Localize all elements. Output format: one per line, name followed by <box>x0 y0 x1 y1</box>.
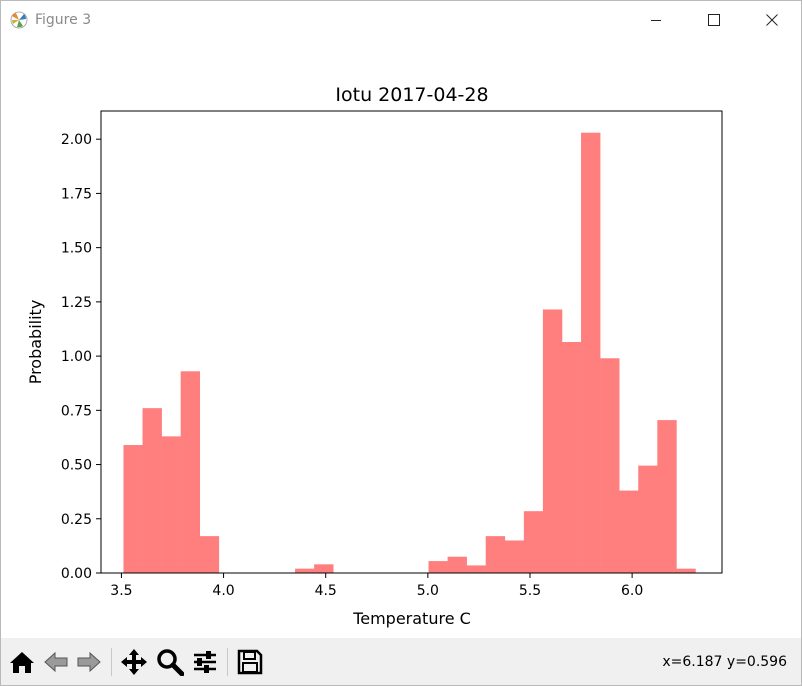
histogram-bar <box>638 465 658 573</box>
chart-title: Iotu 2017-04-28 <box>335 84 488 106</box>
close-button[interactable] <box>743 1 801 39</box>
axes-frame <box>100 110 723 574</box>
histogram-bar <box>199 536 220 573</box>
histogram-bar <box>180 371 201 573</box>
y-tick-label: 1.75 <box>61 186 92 202</box>
x-tick-label: 3.5 <box>110 583 132 599</box>
maximize-icon <box>708 14 720 26</box>
histogram-bar <box>657 420 677 573</box>
y-tick-label: 0.50 <box>61 458 92 474</box>
histogram-bar <box>600 358 620 573</box>
minimize-icon <box>651 20 661 21</box>
histogram-bar <box>504 540 525 573</box>
histogram-bar <box>142 408 162 573</box>
x-axis-label: Temperature C <box>352 609 471 628</box>
histogram-bar <box>581 132 601 574</box>
y-tick-label: 1.50 <box>61 241 92 257</box>
pan-button[interactable] <box>119 647 149 677</box>
histogram-bar <box>428 561 448 573</box>
matplotlib-logo-icon <box>10 11 28 29</box>
configure-subplots-button[interactable] <box>190 647 220 677</box>
histogram-bar <box>447 556 467 573</box>
histogram-bar <box>561 342 582 573</box>
toolbar-separator <box>227 648 228 676</box>
maximize-button[interactable] <box>685 1 743 39</box>
histogram-bar <box>466 565 487 573</box>
histogram-chart: Iotu 2017-04-28 3.5 4.0 4.5 5.0 5.5 6.0 0.00 0… <box>26 84 723 628</box>
histogram-bar <box>123 445 143 573</box>
zoom-button[interactable] <box>155 647 185 677</box>
histogram-bar <box>485 536 506 573</box>
histogram-bar <box>676 568 696 573</box>
x-tick-label: 5.0 <box>417 583 439 599</box>
histogram-bar <box>295 568 315 573</box>
cursor-coordinates: x=6.187 y=0.596 <box>662 654 787 670</box>
back-button[interactable] <box>41 647 71 677</box>
minimize-button[interactable] <box>627 1 685 39</box>
histogram-bar <box>523 511 544 573</box>
forward-button[interactable] <box>74 647 104 677</box>
navigation-toolbar: x=6.187 y=0.596 <box>1 638 801 685</box>
histogram-bar <box>619 490 639 573</box>
forward-icon <box>77 651 101 673</box>
y-tick-label: 0.00 <box>61 566 92 582</box>
home-icon <box>10 652 34 673</box>
close-icon <box>766 14 778 26</box>
x-tick-label: 6.0 <box>621 583 643 599</box>
x-tick-label: 4.0 <box>212 583 234 599</box>
y-axis-label: Probability <box>26 300 45 385</box>
y-tick-label: 2.00 <box>61 132 92 148</box>
window-title: Figure 3 <box>35 12 92 28</box>
configure-subplots-icon <box>194 651 216 673</box>
y-tick-label: 1.00 <box>61 349 92 365</box>
histogram-bar <box>314 564 334 573</box>
back-icon <box>44 651 68 673</box>
x-tick-label: 5.5 <box>519 583 541 599</box>
y-tick-label: 0.75 <box>61 403 92 419</box>
y-tick-label: 0.25 <box>61 512 92 528</box>
y-tick-label: 1.25 <box>61 295 92 311</box>
pan-icon <box>121 649 147 675</box>
save-icon <box>237 649 263 675</box>
histogram-bar <box>161 436 181 573</box>
histogram-bar <box>542 309 563 573</box>
zoom-icon <box>157 649 184 676</box>
home-button[interactable] <box>7 647 37 677</box>
x-tick-label: 4.5 <box>315 583 337 599</box>
title-bar: Figure 3 <box>1 1 801 39</box>
save-button[interactable] <box>235 647 265 677</box>
figure-canvas[interactable]: Iotu 2017-04-28 3.5 4.0 4.5 5.0 5.5 6.0 0.00 0… <box>1 39 801 637</box>
toolbar-separator <box>111 648 112 676</box>
